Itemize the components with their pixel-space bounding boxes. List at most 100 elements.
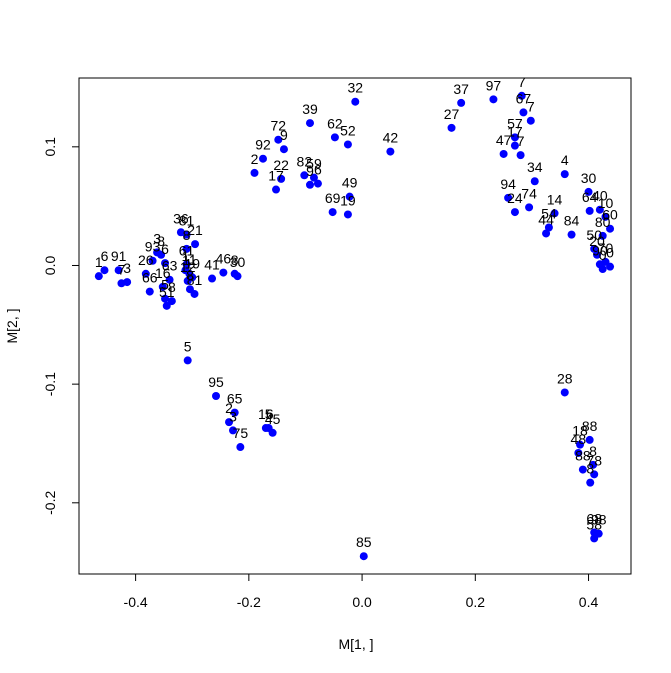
point-label: 8 xyxy=(157,233,165,249)
point-label: 78 xyxy=(586,452,602,468)
point-label: 8 xyxy=(231,252,239,268)
data-point xyxy=(167,297,176,306)
data-point xyxy=(516,151,525,160)
data-point xyxy=(219,268,228,277)
point-label: 5 xyxy=(265,406,273,422)
point-label: 11 xyxy=(182,252,197,268)
data-point xyxy=(272,185,281,194)
point-label: 46 xyxy=(216,251,232,267)
data-point xyxy=(576,440,585,449)
plot-frame xyxy=(78,77,632,575)
data-point xyxy=(560,170,569,179)
point-label: 54 xyxy=(541,206,557,222)
y-tick-label: -0.2 xyxy=(42,491,58,515)
point-label: 16 xyxy=(258,406,274,422)
data-point xyxy=(148,256,157,265)
data-point xyxy=(190,289,199,298)
point-label: 72 xyxy=(270,118,286,134)
point-label: 60 xyxy=(602,207,618,223)
point-label: 95 xyxy=(208,374,224,390)
point-label: 10 xyxy=(598,195,614,211)
data-point xyxy=(526,116,535,125)
point-label: 75 xyxy=(233,425,249,441)
point-label: 8 xyxy=(586,461,594,477)
data-point xyxy=(309,173,318,182)
point-label: 2 xyxy=(251,151,259,167)
point-label: 6 xyxy=(314,162,322,178)
data-point xyxy=(230,408,239,417)
data-point xyxy=(141,269,150,278)
point-label: 27 xyxy=(444,106,460,122)
point-label: 70 xyxy=(598,240,614,256)
data-point xyxy=(182,244,191,253)
point-label: 49 xyxy=(342,175,358,191)
data-point xyxy=(328,208,337,217)
data-point xyxy=(277,174,286,183)
data-point xyxy=(560,388,569,397)
data-point xyxy=(158,282,167,291)
point-label: 30 xyxy=(581,170,597,186)
point-labels: 16 91732666933861655163836812186111112198… xyxy=(95,74,618,550)
point-label: 9 xyxy=(280,127,288,143)
data-point xyxy=(233,272,242,281)
data-points xyxy=(94,91,615,561)
point-label: 5 xyxy=(184,338,192,354)
point-label: 44 xyxy=(538,211,554,227)
data-point xyxy=(250,168,259,177)
point-label: 17 xyxy=(268,168,284,184)
point-label: 40 xyxy=(592,188,608,204)
data-point xyxy=(300,171,309,180)
data-point xyxy=(447,123,456,132)
point-label: 3 xyxy=(123,260,131,276)
point-label: 88 xyxy=(575,448,591,464)
point-label: 94 xyxy=(500,176,516,192)
x-axis-title: M[1, ] xyxy=(338,636,373,652)
point-label: 6 xyxy=(101,248,109,264)
x-tick-label: -0.2 xyxy=(237,594,261,610)
data-point xyxy=(586,478,595,487)
point-label: 3 xyxy=(153,230,161,246)
data-point xyxy=(161,294,170,303)
axes: -0.4 -0.2 0.0 0.2 0.4 -0.2 -0.1 0.0 0.1 xyxy=(42,77,632,610)
point-label: 81 xyxy=(187,272,203,288)
data-point xyxy=(595,205,604,214)
data-point xyxy=(550,209,559,218)
point-label: 17 xyxy=(507,124,523,140)
point-label: 0 xyxy=(606,245,614,261)
data-point xyxy=(225,418,234,427)
point-label: 4 xyxy=(561,152,569,168)
point-label: 22 xyxy=(273,157,289,173)
data-point xyxy=(228,426,237,435)
point-label: 69 xyxy=(325,190,341,206)
point-label: 7 xyxy=(517,133,525,149)
data-point xyxy=(585,435,594,444)
point-label: 19 xyxy=(340,192,356,208)
point-label: 8 xyxy=(183,227,191,243)
data-point xyxy=(504,193,513,202)
point-label: 92 xyxy=(255,137,271,153)
data-point xyxy=(606,262,615,271)
point-label: 52 xyxy=(340,122,356,138)
data-point xyxy=(305,180,314,189)
point-label: 66 xyxy=(142,270,158,286)
data-point xyxy=(510,133,519,142)
point-label: 51 xyxy=(159,284,175,300)
point-label: 97 xyxy=(486,77,502,93)
data-point xyxy=(593,250,602,259)
y-tick-label: 0.0 xyxy=(42,256,58,276)
point-label: 74 xyxy=(521,185,537,201)
data-point xyxy=(542,229,551,238)
data-point xyxy=(165,275,174,284)
data-point xyxy=(182,260,191,269)
data-point xyxy=(590,534,599,543)
point-label: 28 xyxy=(557,370,573,386)
data-point xyxy=(191,240,200,249)
data-point xyxy=(601,212,610,221)
y-tick-label: -0.1 xyxy=(42,372,58,396)
point-label: 8 xyxy=(186,267,194,283)
data-point xyxy=(145,287,154,296)
data-point xyxy=(584,187,593,196)
point-label: 8 xyxy=(168,279,176,295)
data-point xyxy=(343,140,352,149)
point-label: 90 xyxy=(592,242,608,258)
